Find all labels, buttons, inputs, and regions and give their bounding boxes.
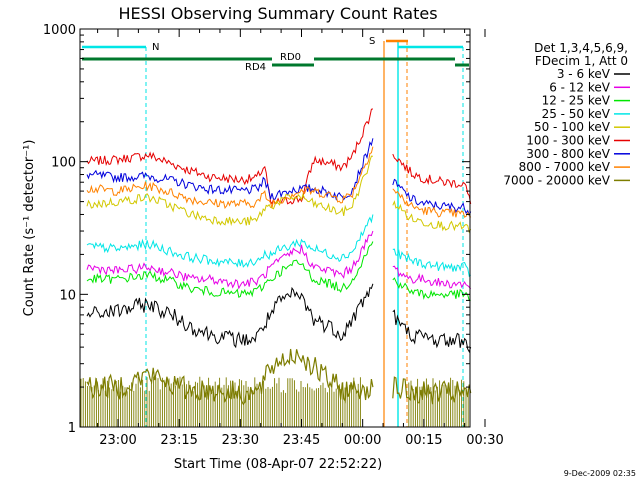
series-line-1 [86,108,472,206]
legend-header-2: FDecim 1, Att 0 [535,54,628,68]
x-axis-label: Start Time (08-Apr-07 22:52:22) [174,457,382,472]
legend-label: 100 - 300 keV [526,134,610,148]
y-tick-label: 1 [68,421,76,436]
series-layer [80,108,472,427]
x-tick-label: 00:00 [344,433,381,448]
series-fill-7000 [80,376,469,427]
legend-header-1: Det 1,3,4,5,6,9, [534,41,628,55]
legend-label: 50 - 100 keV [534,120,611,134]
legend-label: 800 - 7000 keV [519,160,611,174]
legend-label: 7000 - 20000 keV [503,173,610,187]
y-axis-label: Count Rate (s⁻¹ detector⁻¹) [22,140,37,317]
series-line-7 [86,241,471,302]
series-line-4 [86,155,472,234]
x-tick-label: 00:30 [466,433,503,448]
legend-label: 25 - 50 keV [542,107,611,121]
axes: 1 10 100 1000 23:00 23:15 23:30 23:45 00:00 00:15… [43,23,504,448]
x-tick-label: 23:00 [99,433,136,448]
flag-overlays: N S RD0 RD4 [82,36,469,427]
rd4-flag-label: RD4 [245,62,266,73]
chart-title: HESSI Observing Summary Count Rates [118,4,437,23]
series-line-6 [86,230,472,290]
night-flag-label: N [152,42,159,53]
x-tick-label: 23:15 [160,433,197,448]
series-line-5 [86,214,472,278]
saa-flag-label: S [369,36,375,47]
series-line-3 [86,146,472,218]
x-tick-label: 23:45 [283,433,320,448]
timestamp: 9-Dec-2009 02:35 [564,469,636,478]
x-tick-label: 23:30 [222,433,259,448]
x-tick-label: 00:15 [405,433,442,448]
y-tick-label: 100 [51,156,76,171]
series-line-8 [86,283,472,353]
legend-label: 3 - 6 keV [557,67,611,81]
legend-label: 12 - 25 keV [542,94,611,108]
y-tick-label: 10 [59,288,76,303]
legend: Det 1,3,4,5,6,9, FDecim 1, Att 0 3 - 6 k… [503,41,630,187]
plot-frame [79,28,471,428]
rd0-flag-label: RD0 [280,52,301,63]
y-tick-label: 1000 [43,23,76,38]
legend-label: 300 - 800 keV [526,147,610,161]
legend-label: 6 - 12 keV [549,80,611,94]
